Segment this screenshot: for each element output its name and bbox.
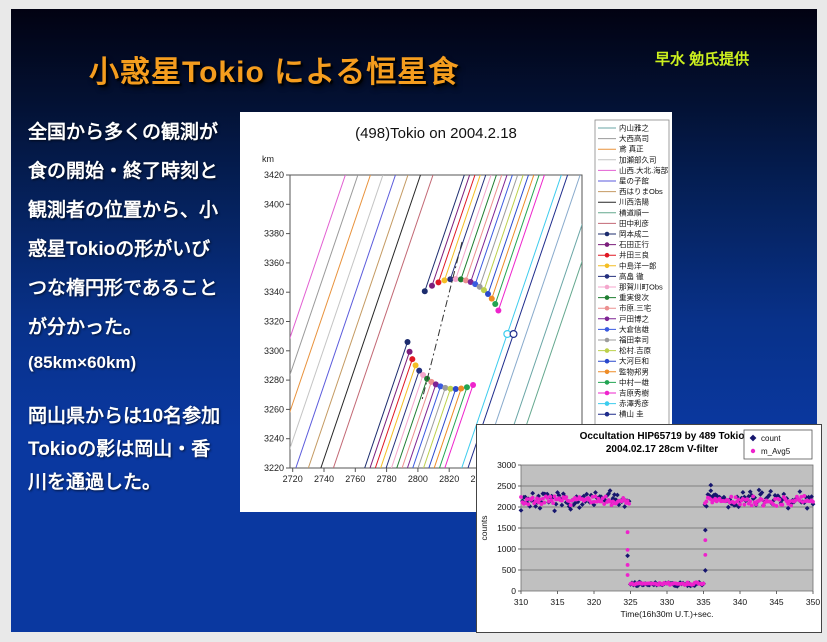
svg-text:2500: 2500 — [497, 481, 516, 491]
inset-legend: count m_Avg5 — [743, 429, 813, 460]
svg-text:3420: 3420 — [264, 170, 284, 180]
svg-text:福田幸司: 福田幸司 — [619, 336, 649, 345]
svg-text:315: 315 — [550, 597, 564, 607]
svg-text:山西.大北.海部: 山西.大北.海部 — [619, 165, 669, 175]
svg-text:3000: 3000 — [497, 460, 516, 470]
body-paragraph-2: 岡山県からは10名参加 — [28, 406, 221, 427]
svg-text:500: 500 — [502, 565, 516, 575]
svg-text:大倉信雄: 大倉信雄 — [619, 324, 649, 334]
svg-text:3260: 3260 — [264, 404, 284, 414]
svg-text:counts: counts — [479, 515, 489, 540]
slide-title: 小惑星Tokio による恒星食 — [89, 56, 460, 89]
svg-text:中島洋一郎: 中島洋一郎 — [619, 260, 657, 270]
svg-text:高畠 徹: 高畠 徹 — [619, 271, 644, 281]
svg-text:2740: 2740 — [314, 474, 334, 484]
svg-text:2820: 2820 — [439, 474, 459, 484]
svg-text:3340: 3340 — [264, 287, 284, 297]
svg-text:井田三良: 井田三良 — [619, 250, 649, 260]
svg-text:3220: 3220 — [264, 463, 284, 473]
svg-text:3240: 3240 — [264, 434, 284, 444]
svg-text:那賀川町Obs: 那賀川町Obs — [619, 282, 663, 292]
svg-text:監物邦男: 監物邦男 — [619, 366, 649, 376]
svg-text:0: 0 — [511, 586, 516, 596]
svg-text:(498)Tokio on 2004.2.18: (498)Tokio on 2004.2.18 — [355, 125, 517, 142]
svg-text:310: 310 — [514, 597, 528, 607]
inset-chart-panel: Occultation HIP65719 by 489 Tokio 2004.02… — [476, 424, 822, 633]
svg-text:3300: 3300 — [264, 346, 284, 356]
svg-text:川西浩陽: 川西浩陽 — [619, 197, 649, 207]
svg-text:西はりまObs: 西はりまObs — [619, 187, 663, 196]
svg-text:335: 335 — [696, 597, 710, 607]
svg-text:田中利彦: 田中利彦 — [619, 218, 649, 228]
slide-background: 小惑星Tokio による恒星食 早水 勉氏提供 全国から多くの観測が 食の開始・… — [11, 9, 822, 633]
svg-text:325: 325 — [623, 597, 637, 607]
svg-text:鳶 真正: 鳶 真正 — [619, 144, 644, 154]
svg-text:2720: 2720 — [283, 474, 303, 484]
svg-text:3380: 3380 — [264, 229, 284, 239]
size-note: (85km×60km) — [28, 353, 137, 372]
svg-text:赤澤秀彦: 赤澤秀彦 — [619, 398, 649, 408]
svg-text:石田正行: 石田正行 — [619, 239, 649, 249]
svg-text:重実俊次: 重実俊次 — [619, 292, 649, 302]
svg-text:内山雅之: 内山雅之 — [619, 123, 649, 133]
svg-text:1500: 1500 — [497, 523, 516, 533]
svg-text:戸田博之: 戸田博之 — [619, 313, 649, 323]
svg-text:横山 圭: 横山 圭 — [619, 409, 644, 419]
series-mavg5 — [519, 494, 815, 587]
svg-text:3320: 3320 — [264, 317, 284, 327]
svg-text:km: km — [262, 154, 274, 164]
svg-text:340: 340 — [733, 597, 747, 607]
svg-text:大河巨和: 大河巨和 — [619, 356, 649, 366]
svg-text:2760: 2760 — [345, 474, 365, 484]
svg-text:1000: 1000 — [497, 544, 516, 554]
svg-text:2004.02.17 28cm V-filter: 2004.02.17 28cm V-filter — [606, 444, 718, 455]
main-chart-chords — [290, 175, 582, 468]
svg-text:松村.吉原: 松村.吉原 — [619, 345, 652, 355]
svg-text:3360: 3360 — [264, 258, 284, 268]
body-paragraph-1: 全国から多くの観測が 食の開始・終了時刻と 観測者の位置から、小 惑星Tokio… — [28, 122, 219, 338]
svg-text:3400: 3400 — [264, 199, 284, 209]
lightcurve-chart: Occultation HIP65719 by 489 Tokio 2004.02… — [479, 429, 820, 619]
svg-text:350: 350 — [806, 597, 820, 607]
svg-text:2800: 2800 — [408, 474, 428, 484]
svg-text:3280: 3280 — [264, 375, 284, 385]
svg-text:吉原秀樹: 吉原秀樹 — [619, 388, 649, 398]
svg-text:市原.三宅: 市原.三宅 — [619, 303, 652, 313]
svg-text:大西高司: 大西高司 — [619, 133, 649, 143]
svg-text:m_Avg5: m_Avg5 — [761, 447, 791, 456]
svg-text:345: 345 — [769, 597, 783, 607]
inset-plot-area: 0 500 1000 1500 2000 2500 3000 310 315 320 325 330 3… — [497, 460, 820, 607]
svg-text:Occultation HIP65719 by 489 To: Occultation HIP65719 by 489 Tokio — [580, 431, 745, 442]
svg-text:岡本成二: 岡本成二 — [619, 229, 649, 239]
svg-text:320: 320 — [587, 597, 601, 607]
svg-text:Time(16h30m U.T.)+sec.: Time(16h30m U.T.)+sec. — [621, 609, 714, 619]
svg-text:count: count — [761, 434, 781, 443]
credit-text: 早水 勉氏提供 — [655, 51, 750, 68]
svg-text:中村一雄: 中村一雄 — [619, 377, 649, 387]
svg-text:加瀬部久司: 加瀬部久司 — [619, 154, 657, 164]
svg-text:星の子館: 星の子館 — [619, 176, 649, 186]
svg-text:横道順一: 横道順一 — [619, 207, 649, 217]
svg-text:2000: 2000 — [497, 502, 516, 512]
svg-text:2780: 2780 — [377, 474, 397, 484]
body-paragraph-3: Tokioの影は岡山・香 川を通過した。 — [28, 439, 211, 493]
svg-text:330: 330 — [660, 597, 674, 607]
